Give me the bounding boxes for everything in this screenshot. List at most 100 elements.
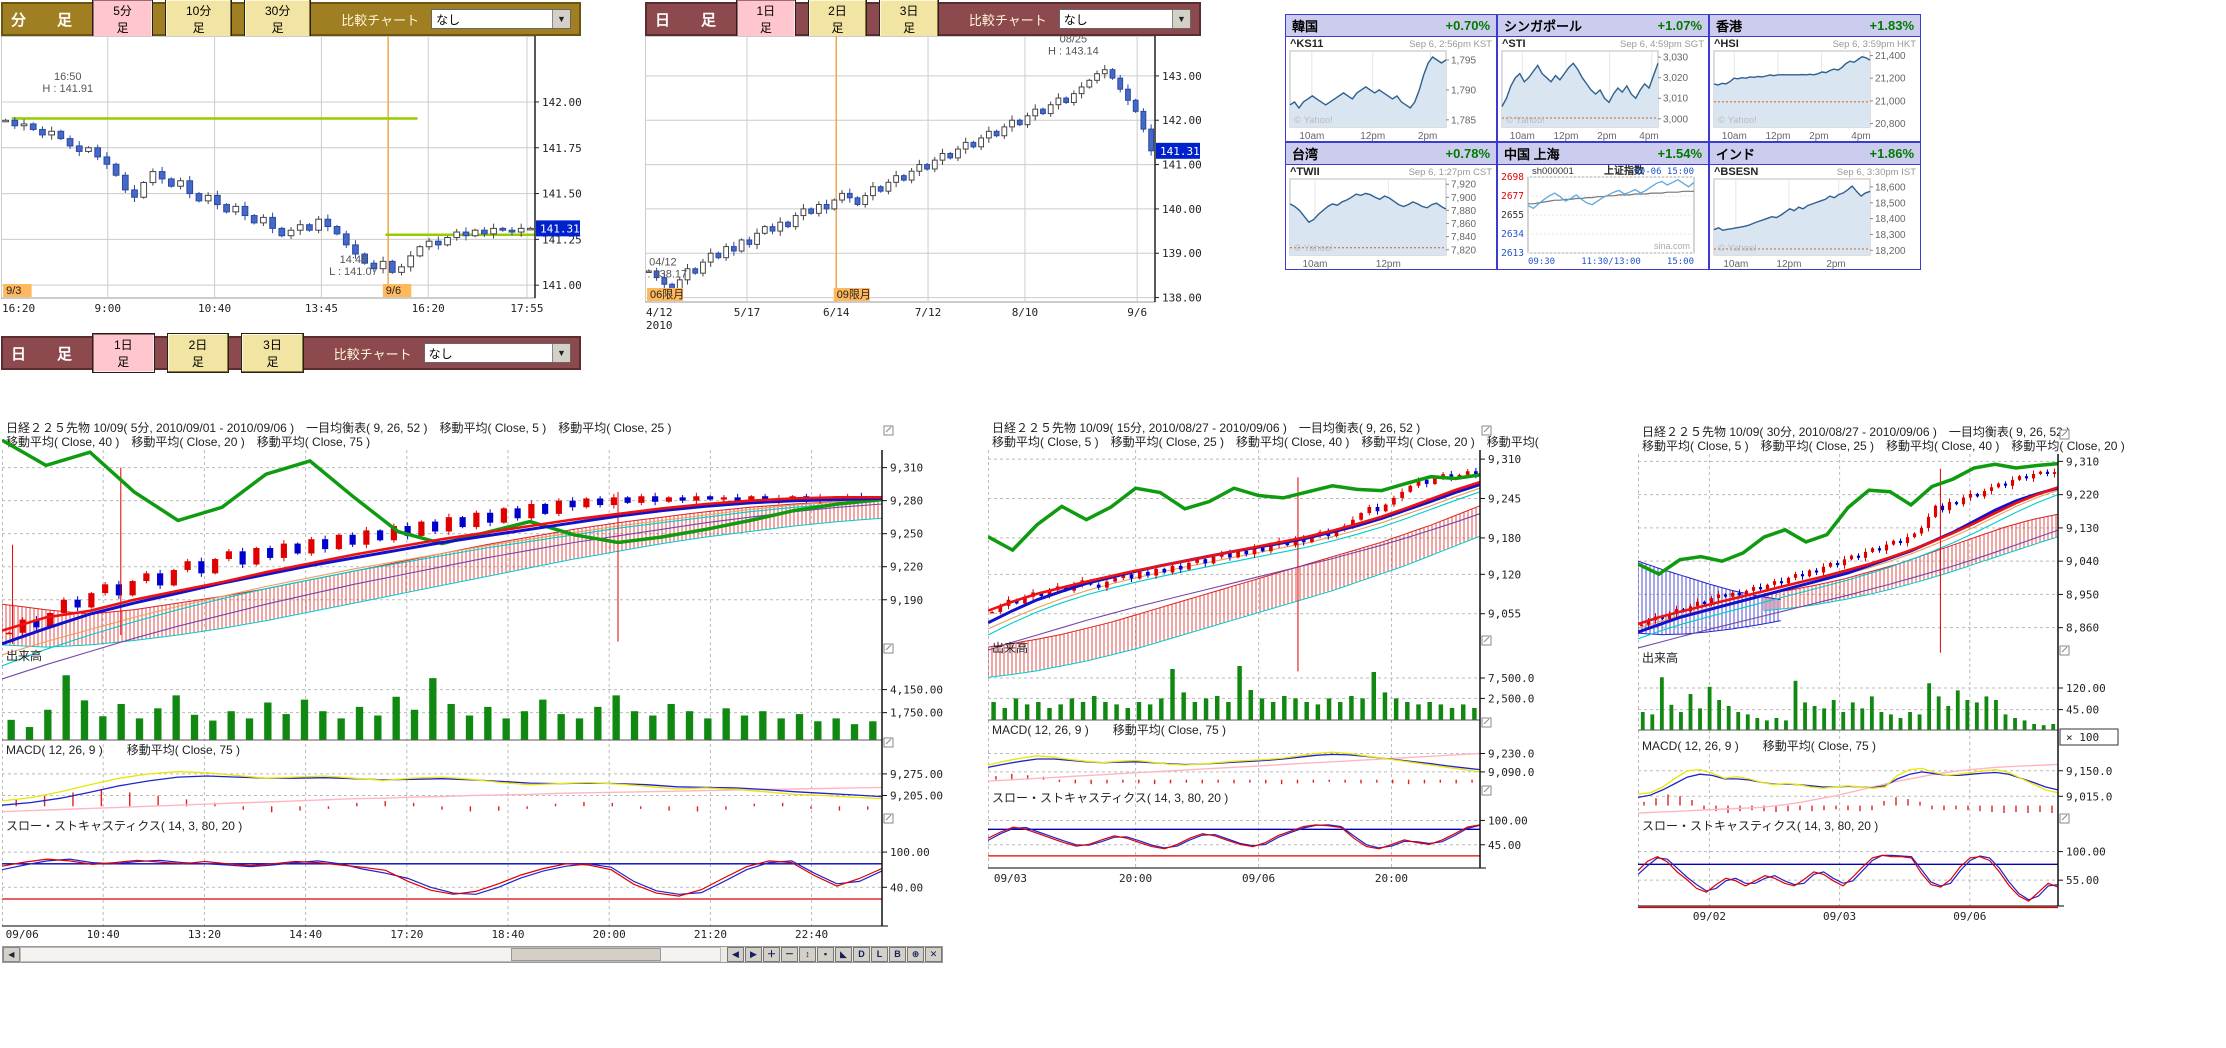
svg-text:11:30/13:00: 11:30/13:00 bbox=[1581, 257, 1641, 267]
svg-text:9,220: 9,220 bbox=[2066, 489, 2099, 502]
svg-text:出来高: 出来高 bbox=[1642, 650, 1678, 665]
svg-text:9/3: 9/3 bbox=[6, 285, 21, 297]
svg-text:9,205.00: 9,205.00 bbox=[890, 789, 943, 802]
compare-chart-label: 比較チャート bbox=[341, 12, 420, 28]
svg-text:7,840: 7,840 bbox=[1451, 232, 1476, 243]
svg-text:9,015.0: 9,015.0 bbox=[2066, 790, 2112, 803]
svg-text:04/12: 04/12 bbox=[649, 257, 677, 269]
svg-text:Sep 6, 3:30pm IST: Sep 6, 3:30pm IST bbox=[1837, 167, 1916, 178]
tab-1day[interactable]: 1日足 bbox=[736, 0, 796, 39]
tab-2day[interactable]: 2日足 bbox=[807, 0, 868, 39]
toolbar-button-11[interactable]: ✕ bbox=[925, 947, 942, 962]
toolbar-button-9[interactable]: B bbox=[889, 947, 906, 962]
compare-chart-label: 比較チャート bbox=[333, 346, 412, 362]
market-cell-korea[interactable]: 韓国 +0.70% ^KS11 Sep 6, 2:56pm KST © Yahoo! 1… bbox=[1285, 14, 1497, 142]
svg-text:16:20: 16:20 bbox=[2, 302, 35, 315]
market-cell-shanghai[interactable]: 中国 上海 +1.54% 2698 2677 2655 2634 2613 sh000001… bbox=[1497, 142, 1709, 270]
scroll-left-button[interactable]: ◀ bbox=[3, 947, 20, 962]
minute-chart-toolbar: 分 足 5分足 10分足 30分足 比較チャート なし ▼ bbox=[1, 0, 581, 39]
tab-2day[interactable]: 2日足 bbox=[166, 333, 230, 373]
tab-5min[interactable]: 5分足 bbox=[92, 0, 154, 39]
toolbar-button-10[interactable]: ⊕ bbox=[907, 947, 924, 962]
tab-3day[interactable]: 3日足 bbox=[879, 0, 939, 39]
market-change: +1.83% bbox=[1869, 18, 1914, 33]
svg-text:2634: 2634 bbox=[1501, 229, 1524, 240]
svg-text:139.00: 139.00 bbox=[1162, 247, 1201, 260]
compare-chart-select[interactable]: なし ▼ bbox=[423, 343, 572, 363]
svg-text:8,950: 8,950 bbox=[2066, 588, 2099, 601]
tab-30min[interactable]: 30分足 bbox=[244, 0, 312, 39]
minute-bar-title: 分 足 bbox=[11, 11, 81, 29]
svg-text:9,150.0: 9,150.0 bbox=[2066, 765, 2112, 778]
tab-3day[interactable]: 3日足 bbox=[241, 333, 304, 373]
svg-text:7,920: 7,920 bbox=[1451, 180, 1476, 191]
svg-text:140.00: 140.00 bbox=[1162, 203, 1201, 216]
svg-text:4pm: 4pm bbox=[1639, 131, 1658, 141]
svg-text:移動平均( Close, 5 ) 移動平均( Close,: 移動平均( Close, 5 ) 移動平均( Close, 25 ) 移動平均(… bbox=[1642, 439, 2124, 453]
toolbar-button-3[interactable]: － bbox=[781, 947, 798, 962]
svg-text:09-06 15:00: 09-06 15:00 bbox=[1634, 167, 1694, 177]
market-mini-chart: ^KS11 Sep 6, 2:56pm KST © Yahoo! 1,795 1,790… bbox=[1286, 37, 1496, 141]
toolbar-button-6[interactable]: ◣ bbox=[835, 947, 852, 962]
svg-text:8/10: 8/10 bbox=[1012, 306, 1038, 319]
daily-chart-toolbar: 日 足 1日足 2日足 3日足 比較チャート なし ▼ bbox=[645, 0, 1201, 39]
svg-text:14:40: 14:40 bbox=[289, 928, 322, 941]
toolbar-button-5[interactable]: ▪ bbox=[817, 947, 834, 962]
svg-text:9,180: 9,180 bbox=[1488, 532, 1521, 545]
scrollbar-thumb[interactable] bbox=[510, 948, 661, 961]
toolbar-button-1[interactable]: ▶ bbox=[745, 947, 762, 962]
toolbar-button-0[interactable]: ◀ bbox=[727, 947, 744, 962]
svg-text:9,230.0: 9,230.0 bbox=[1488, 748, 1534, 761]
svg-text:スロー・ストキャスティクス( 14, 3, 80, 20 ): スロー・ストキャスティクス( 14, 3, 80, 20 ) bbox=[1642, 819, 1878, 833]
svg-text:10am: 10am bbox=[1510, 131, 1535, 141]
toolbar-button-4[interactable]: ↕ bbox=[799, 947, 816, 962]
svg-text:9,275.00: 9,275.00 bbox=[890, 768, 943, 781]
svg-text:9,055: 9,055 bbox=[1488, 608, 1521, 621]
svg-text:© Yahoo!: © Yahoo! bbox=[1506, 115, 1545, 126]
svg-text:© Yahoo!: © Yahoo! bbox=[1294, 115, 1333, 126]
compare-chart-select[interactable]: なし ▼ bbox=[431, 9, 571, 29]
svg-text:100.00: 100.00 bbox=[890, 846, 930, 859]
compare-chart-select[interactable]: なし ▼ bbox=[1058, 9, 1192, 29]
svg-text:22:40: 22:40 bbox=[795, 928, 828, 941]
chevron-down-icon: ▼ bbox=[1172, 10, 1191, 28]
svg-text:143.00: 143.00 bbox=[1162, 70, 1201, 83]
svg-text:4,150.00: 4,150.00 bbox=[890, 684, 943, 697]
svg-text:日経２２５先物 10/09( 15分, 2010/08/27: 日経２２５先物 10/09( 15分, 2010/08/27 - 2010/09… bbox=[992, 421, 1420, 435]
market-name: 韓国 bbox=[1292, 19, 1319, 34]
svg-text:日経２２５先物 10/09( 5分, 2010/09/01: 日経２２５先物 10/09( 5分, 2010/09/01 - 2010/09/… bbox=[6, 421, 672, 435]
svg-text:H : 143.14: H : 143.14 bbox=[1048, 46, 1099, 58]
toolbar-button-2[interactable]: ＋ bbox=[763, 947, 780, 962]
svg-text:© Yahoo!: © Yahoo! bbox=[1294, 243, 1333, 254]
svg-text:1,750.00: 1,750.00 bbox=[890, 707, 943, 720]
market-name: 台湾 bbox=[1292, 147, 1319, 162]
svg-text:09/03: 09/03 bbox=[994, 872, 1027, 885]
svg-text:10:40: 10:40 bbox=[198, 302, 231, 315]
svg-text:9,245: 9,245 bbox=[1488, 493, 1521, 506]
svg-text:9/6: 9/6 bbox=[1127, 306, 1147, 319]
svg-text:7,820: 7,820 bbox=[1451, 245, 1476, 256]
market-change: +1.07% bbox=[1657, 18, 1702, 33]
market-cell-singapore[interactable]: シンガポール +1.07% ^STI Sep 6, 4:59pm SGT © Yaho… bbox=[1497, 14, 1709, 142]
svg-text:9,190: 9,190 bbox=[890, 594, 923, 607]
svg-text:16:20: 16:20 bbox=[412, 302, 445, 315]
svg-text:9,220: 9,220 bbox=[890, 561, 923, 574]
tab-1day[interactable]: 1日足 bbox=[92, 333, 155, 373]
toolbar-button-7[interactable]: D bbox=[853, 947, 870, 962]
svg-text:sina.com: sina.com bbox=[1654, 241, 1690, 251]
svg-text:スロー・ストキャスティクス( 14, 3, 80, 20 ): スロー・ストキャスティクス( 14, 3, 80, 20 ) bbox=[992, 791, 1228, 805]
scrollbar-track[interactable] bbox=[19, 947, 721, 962]
daily-bar-title: 日 足 bbox=[655, 11, 725, 29]
tab-10min[interactable]: 10分足 bbox=[165, 0, 233, 39]
market-cell-taiwan[interactable]: 台湾 +0.78% ^TWII Sep 6, 1:27pm CST © Yahoo! 7… bbox=[1285, 142, 1497, 270]
toolbar-button-8[interactable]: L bbox=[871, 947, 888, 962]
market-cell-hongkong[interactable]: 香港 +1.83% ^HSI Sep 6, 3:59pm HKT © Yahoo! 21… bbox=[1709, 14, 1921, 142]
svg-text:20,800: 20,800 bbox=[1875, 119, 1906, 130]
daily-candlestick-chart: 143.00 142.00 141.00 140.00 139.00 138.00 141.… bbox=[645, 36, 1201, 336]
svg-text:7,500.0: 7,500.0 bbox=[1488, 672, 1534, 685]
svg-text:18:40: 18:40 bbox=[491, 928, 524, 941]
svg-text:10am: 10am bbox=[1722, 131, 1747, 141]
svg-text:MACD( 12, 26, 9 ) 移動平均( Close: MACD( 12, 26, 9 ) 移動平均( Close, 75 ) bbox=[1642, 739, 1876, 753]
market-cell-india[interactable]: インド +1.86% ^BSESN Sep 6, 3:30pm IST © Yahoo… bbox=[1709, 142, 1921, 270]
svg-text:120.00: 120.00 bbox=[2066, 682, 2106, 695]
